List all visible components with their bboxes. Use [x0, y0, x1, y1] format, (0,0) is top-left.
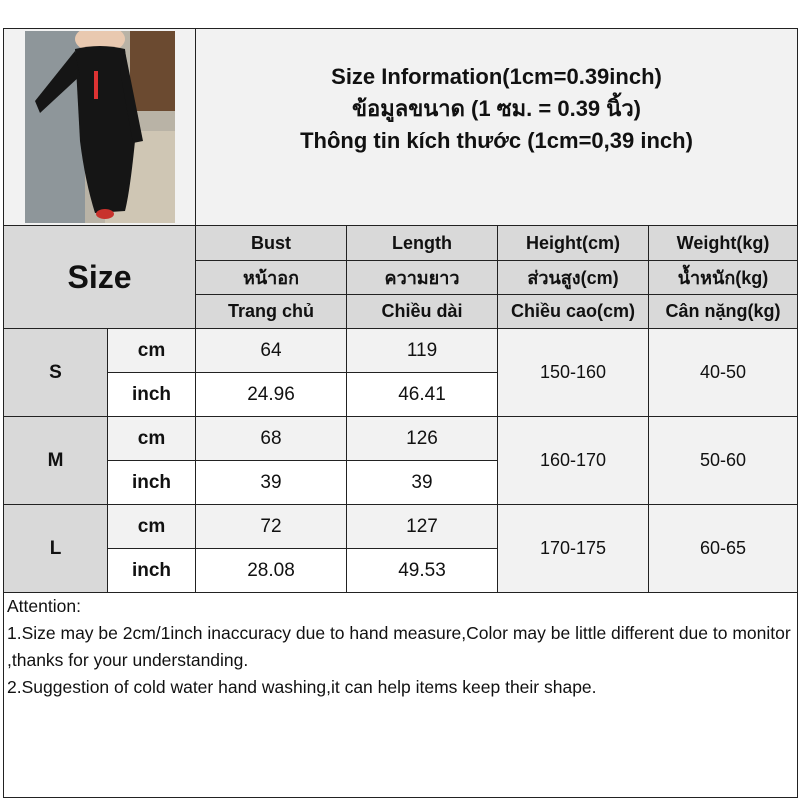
length-inch: 46.41	[346, 372, 498, 417]
size-s-label: S	[3, 328, 108, 417]
length-cm: 126	[346, 416, 498, 461]
size-header: Size	[3, 225, 196, 329]
product-photo-cell	[3, 28, 196, 226]
header-height-vi: Chiều cao(cm)	[497, 294, 649, 329]
unit-inch: inch	[107, 372, 196, 417]
length-cm: 119	[346, 328, 498, 373]
header-weight-en: Weight(kg)	[648, 225, 798, 261]
unit-cm: cm	[107, 328, 196, 373]
note-2: 2.Suggestion of cold water hand washing,…	[7, 677, 597, 697]
size-info-title: Size Information(1cm=0.39inch) ข้อมูลขนา…	[195, 28, 798, 226]
header-height-th: ส่วนสูง(cm)	[497, 260, 649, 295]
notes-heading: Attention:	[7, 596, 81, 616]
header-bust-en: Bust	[195, 225, 347, 261]
header-weight-th: น้ำหนัก(kg)	[648, 260, 798, 295]
weight-range: 50-60	[648, 416, 798, 505]
unit-inch: inch	[107, 460, 196, 505]
header-height-en: Height(cm)	[497, 225, 649, 261]
note-1: 1.Size may be 2cm/1inch inaccuracy due t…	[7, 623, 791, 670]
bust-inch: 24.96	[195, 372, 347, 417]
title-thai: ข้อมูลขนาด (1 ซม. = 0.39 นิ้ว)	[351, 96, 641, 121]
height-range: 160-170	[497, 416, 649, 505]
weight-range: 40-50	[648, 328, 798, 417]
length-inch: 39	[346, 460, 498, 505]
height-range: 170-175	[497, 504, 649, 593]
size-l-label: L	[3, 504, 108, 593]
bust-cm: 72	[195, 504, 347, 549]
weight-range: 60-65	[648, 504, 798, 593]
title-english: Size Information(1cm=0.39inch)	[331, 64, 662, 89]
header-length-en: Length	[346, 225, 498, 261]
header-bust-vi: Trang chủ	[195, 294, 347, 329]
title-vietnamese: Thông tin kích thước (1cm=0,39 inch)	[300, 128, 693, 153]
bust-cm: 68	[195, 416, 347, 461]
attention-notes: Attention: 1.Size may be 2cm/1inch inacc…	[3, 592, 798, 798]
unit-cm: cm	[107, 504, 196, 549]
unit-cm: cm	[107, 416, 196, 461]
header-length-th: ความยาว	[346, 260, 498, 295]
bust-inch: 28.08	[195, 548, 347, 593]
size-m-label: M	[3, 416, 108, 505]
unit-inch: inch	[107, 548, 196, 593]
header-length-vi: Chiều dài	[346, 294, 498, 329]
product-photo	[24, 31, 175, 223]
bust-cm: 64	[195, 328, 347, 373]
header-bust-th: หน้าอก	[195, 260, 347, 295]
height-range: 150-160	[497, 328, 649, 417]
length-cm: 127	[346, 504, 498, 549]
bust-inch: 39	[195, 460, 347, 505]
header-weight-vi: Cân nặng(kg)	[648, 294, 798, 329]
length-inch: 49.53	[346, 548, 498, 593]
